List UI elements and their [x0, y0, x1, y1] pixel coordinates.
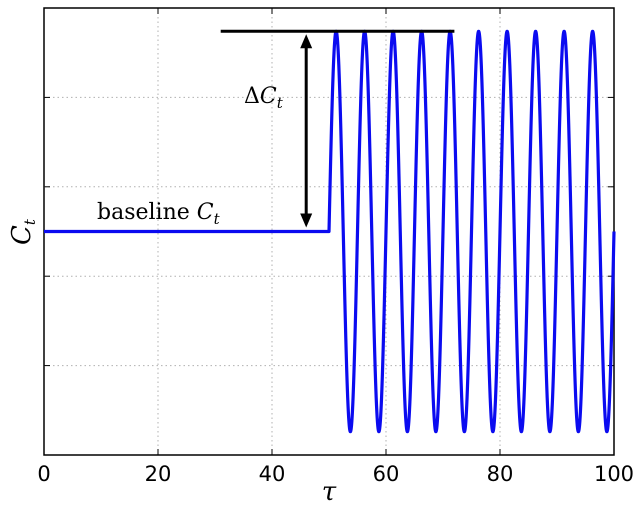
x-axis-title: τ: [322, 477, 337, 507]
x-tick-label: 80: [487, 462, 514, 486]
y-axis-title-sub: t: [21, 218, 39, 225]
x-tick-label: 100: [594, 462, 634, 486]
delta-arrow: [300, 34, 313, 228]
y-axis-title: Ct: [7, 218, 39, 245]
delta-label: ΔCt: [244, 84, 284, 112]
delta-label-sub: t: [277, 94, 284, 112]
delta-label-delta: Δ: [244, 84, 260, 109]
arrow-head-up: [300, 34, 313, 49]
baseline-label-text: baseline: [97, 200, 197, 225]
arrow-head-down: [300, 213, 313, 228]
delta-label-symbol: C: [260, 84, 277, 109]
x-tick-label: 40: [259, 462, 286, 486]
baseline-label-symbol: C: [197, 200, 214, 225]
x-tick-label: 60: [373, 462, 400, 486]
x-tick-label: 20: [145, 462, 172, 486]
y-axis-title-main: C: [7, 225, 37, 245]
baseline-label-sub: t: [214, 210, 221, 228]
x-tick-labels: 0 20 40 60 80 100: [37, 462, 634, 486]
ct-series-line: [44, 29, 616, 434]
baseline-label: baseline Ct: [97, 200, 221, 228]
x-tick-label: 0: [37, 462, 50, 486]
axis-ticks: [43, 8, 615, 455]
